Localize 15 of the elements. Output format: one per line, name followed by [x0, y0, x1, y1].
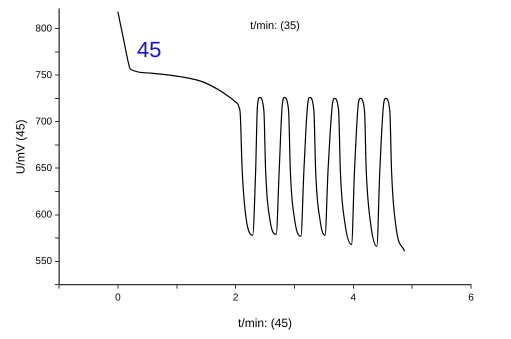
annotation: 45 [136, 37, 162, 62]
x-tick-label: 0 [115, 292, 122, 304]
y-tick-label: 700 [35, 116, 53, 128]
annotation: t/min: (35) [250, 20, 300, 32]
line-series [117, 11, 406, 252]
y-axis-title: U/mV (45) [14, 119, 28, 174]
y-tick-label: 600 [35, 210, 53, 221]
y-tick-label: 800 [35, 23, 53, 34]
y-tick-label: 650 [35, 162, 53, 174]
x-axis-title: t/min: (45) [238, 316, 292, 330]
y-tick-label: 750 [35, 70, 53, 81]
x-tick-label: 6 [468, 292, 474, 304]
x-tick-label: 2 [232, 292, 239, 304]
x-tick-label: 4 [350, 292, 357, 304]
y-tick-label: 550 [35, 256, 53, 268]
